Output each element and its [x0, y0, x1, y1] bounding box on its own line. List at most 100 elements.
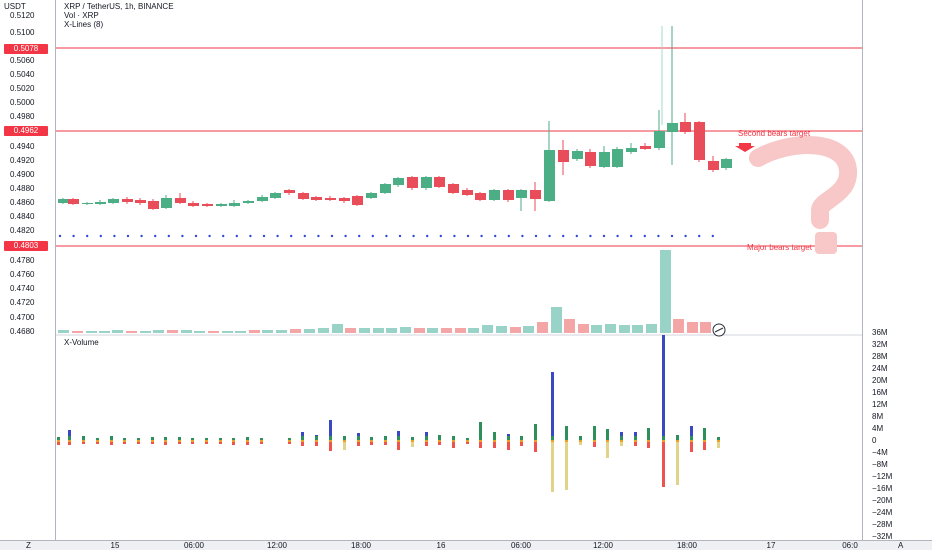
- volume-bar: [181, 330, 192, 333]
- xvolume-bar-up: [397, 431, 400, 440]
- xvolume-bar-base: [438, 436, 441, 440]
- volume-bar: [700, 322, 711, 333]
- chart-legend: XRP / TetherUS, 1h, BINANCE Vol · XRP X-…: [64, 2, 174, 29]
- candle-body: [667, 123, 678, 132]
- xvolume-bar-mid: [551, 440, 554, 442]
- candle-body: [680, 122, 691, 132]
- volume-tick-label: 24M: [872, 364, 888, 373]
- xvolume-sell-bar: [662, 442, 665, 458]
- xvolume-indicator-label[interactable]: X-Volume: [64, 338, 99, 347]
- symbol-label[interactable]: XRP / TetherUS, 1h, BINANCE: [64, 2, 174, 11]
- xvolume-sell-bar: [676, 442, 679, 485]
- second-bears-target-label: Second bears target: [738, 129, 811, 138]
- xvolume-bar-mid: [606, 440, 609, 442]
- price-badge-upper: 0.5078: [4, 44, 48, 54]
- xvolume-bar-up: [551, 372, 554, 440]
- xline-dot: [330, 234, 334, 238]
- volume-bar: [427, 328, 438, 333]
- volume-bar: [276, 330, 287, 333]
- xline-dot: [167, 234, 170, 238]
- volume-tick-label: −12M: [872, 472, 893, 481]
- xline-dot: [480, 234, 483, 238]
- xvolume-bar-down: [534, 442, 537, 452]
- xline-dot: [670, 234, 674, 238]
- candle-body: [475, 193, 486, 200]
- candle-body: [434, 177, 445, 187]
- xvolume-bar-mid: [662, 440, 665, 442]
- xvolume-bar-mid: [246, 440, 249, 442]
- log-scale-button[interactable]: A: [898, 541, 904, 550]
- price-tick-label: 0.4900: [10, 170, 35, 179]
- volume-tick-label: −32M: [872, 532, 893, 541]
- candle-body: [393, 178, 404, 185]
- xvolume-bar-down: [479, 442, 482, 448]
- xvolume-bar-down: [452, 442, 455, 448]
- volume-bar: [605, 324, 616, 333]
- candle-body: [380, 184, 391, 193]
- xvolume-bar-down: [205, 442, 208, 444]
- xvolume-bar-mid: [123, 440, 126, 442]
- xvolume-bar-base: [82, 436, 85, 440]
- xline-dot: [222, 234, 225, 238]
- xvolume-bar-mid: [96, 440, 99, 442]
- xline-dot: [562, 234, 565, 238]
- xvolume-bar-base: [425, 436, 428, 440]
- price-tick-label: 0.4720: [10, 298, 35, 307]
- candle-body: [108, 199, 119, 203]
- candle-body: [599, 152, 610, 167]
- xvolume-bar-mid: [68, 440, 71, 442]
- xvolume-bar-down: [260, 442, 263, 444]
- xvolume-bar-base: [357, 436, 360, 440]
- xvolume-bar-down: [493, 442, 496, 448]
- xvolume-bar-down: [178, 442, 181, 444]
- xvolume-bar-base: [717, 437, 720, 440]
- price-tick-label: 0.5120: [10, 11, 35, 20]
- xvolume-bar-base: [634, 436, 637, 440]
- xvolume-bar-mid: [137, 440, 140, 442]
- xvolume-bar-base: [411, 437, 414, 440]
- major-bears-target-label: Major bears target: [747, 243, 812, 252]
- xvolume-bar-base: [520, 436, 523, 440]
- xvolume-bar-mid: [151, 440, 154, 442]
- time-tick-label: 06:0: [842, 541, 858, 550]
- xvolume-bar-mid: [82, 440, 85, 442]
- xvolume-bar-up: [690, 426, 693, 440]
- candle-body: [175, 198, 186, 203]
- xvolume-bar-down: [606, 442, 609, 458]
- time-tick-label: 18:00: [350, 541, 372, 550]
- xline-dot: [453, 234, 456, 238]
- xvolume-bar-base: [534, 436, 537, 440]
- time-axis[interactable]: [0, 540, 932, 550]
- xlines-indicator-label[interactable]: X-Lines (8): [64, 20, 104, 29]
- xvolume-bar-mid: [534, 440, 537, 442]
- xline-dot: [126, 234, 130, 238]
- xvolume-bar-base: [191, 438, 194, 440]
- volume-indicator-label[interactable]: Vol · XRP: [64, 11, 99, 20]
- xline-dot: [113, 234, 116, 238]
- volume-bar: [468, 328, 479, 333]
- xline-dot: [358, 234, 361, 238]
- price-tick-label: 0.4740: [10, 284, 35, 293]
- xvolume-bar-base: [606, 436, 609, 440]
- auto-scale-button[interactable]: Z: [26, 541, 31, 550]
- price-badge-lower: 0.4803: [4, 241, 48, 251]
- volume-tick-label: −28M: [872, 520, 893, 529]
- volume-tick-label: 16M: [872, 388, 888, 397]
- volume-tick-label: 28M: [872, 352, 888, 361]
- price-tick-label: 0.4980: [10, 112, 35, 121]
- xvolume-bar-mid: [579, 440, 582, 442]
- xvolume-bar-up: [662, 335, 665, 440]
- volume-axis-right[interactable]: [862, 0, 932, 540]
- price-tick-label: 0.5060: [10, 56, 35, 65]
- volume-bar: [318, 328, 329, 333]
- candle-body: [462, 190, 473, 195]
- xvolume-bar-down: [507, 442, 510, 450]
- price-axis-left[interactable]: USDT: [0, 0, 56, 540]
- xline-dot: [58, 234, 62, 238]
- volume-tick-label: −4M: [872, 448, 888, 457]
- xline-dot: [194, 234, 198, 238]
- candle-body: [311, 197, 322, 200]
- xvolume-bar-up: [703, 428, 706, 440]
- question-mark-dot: [815, 232, 837, 254]
